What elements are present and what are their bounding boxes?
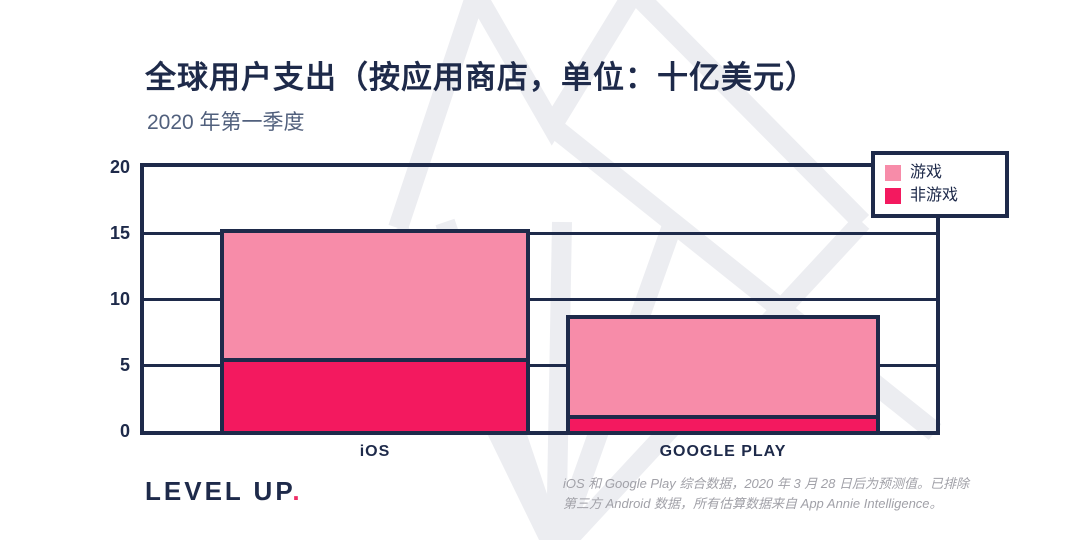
bar-ios bbox=[220, 229, 530, 431]
y-axis: 0 5 10 15 20 bbox=[88, 157, 130, 441]
plot-area bbox=[140, 163, 940, 435]
chart-subtitle: 2020 年第一季度 bbox=[147, 111, 305, 134]
y-tick-label-5: 5 bbox=[119, 355, 130, 375]
legend-swatch-games bbox=[885, 165, 901, 181]
gridline-10 bbox=[144, 297, 936, 301]
y-tick-label-20: 20 bbox=[109, 157, 130, 177]
gridline-15 bbox=[144, 231, 936, 235]
legend-label-games: 游戏 bbox=[910, 164, 943, 181]
x-tick-label-google-play: GOOGLE PLAY bbox=[659, 443, 787, 460]
bar-segment-games bbox=[224, 233, 526, 359]
bar-segment-games bbox=[570, 318, 876, 416]
y-tick-label-15: 15 bbox=[109, 223, 130, 243]
chart-title: 全球用户支出（按应用商店，单位：十亿美元） bbox=[145, 60, 817, 95]
bar-google-play bbox=[566, 314, 880, 431]
y-tick-label-10: 10 bbox=[109, 289, 130, 309]
y-tick-label-0: 0 bbox=[119, 421, 130, 441]
x-tick-label-ios: iOS bbox=[359, 443, 391, 460]
legend-item-games: 游戏 bbox=[885, 164, 995, 182]
legend-label-nongames: 非游戏 bbox=[910, 187, 959, 204]
bar-segment-nongames bbox=[570, 415, 876, 431]
legend: 游戏 非游戏 bbox=[871, 151, 1009, 218]
logo-dot: . bbox=[292, 476, 303, 506]
gridline-5 bbox=[144, 363, 936, 367]
legend-item-nongames: 非游戏 bbox=[885, 187, 995, 205]
bar-segment-nongames bbox=[224, 358, 526, 431]
source-footnote: iOS 和 Google Play 综合数据，2020 年 3 月 28 日后为… bbox=[563, 476, 969, 511]
logo-text: LEVEL UP bbox=[145, 476, 293, 506]
level-up-logo: LEVEL UP. bbox=[145, 476, 303, 507]
legend-swatch-nongames bbox=[885, 188, 901, 204]
